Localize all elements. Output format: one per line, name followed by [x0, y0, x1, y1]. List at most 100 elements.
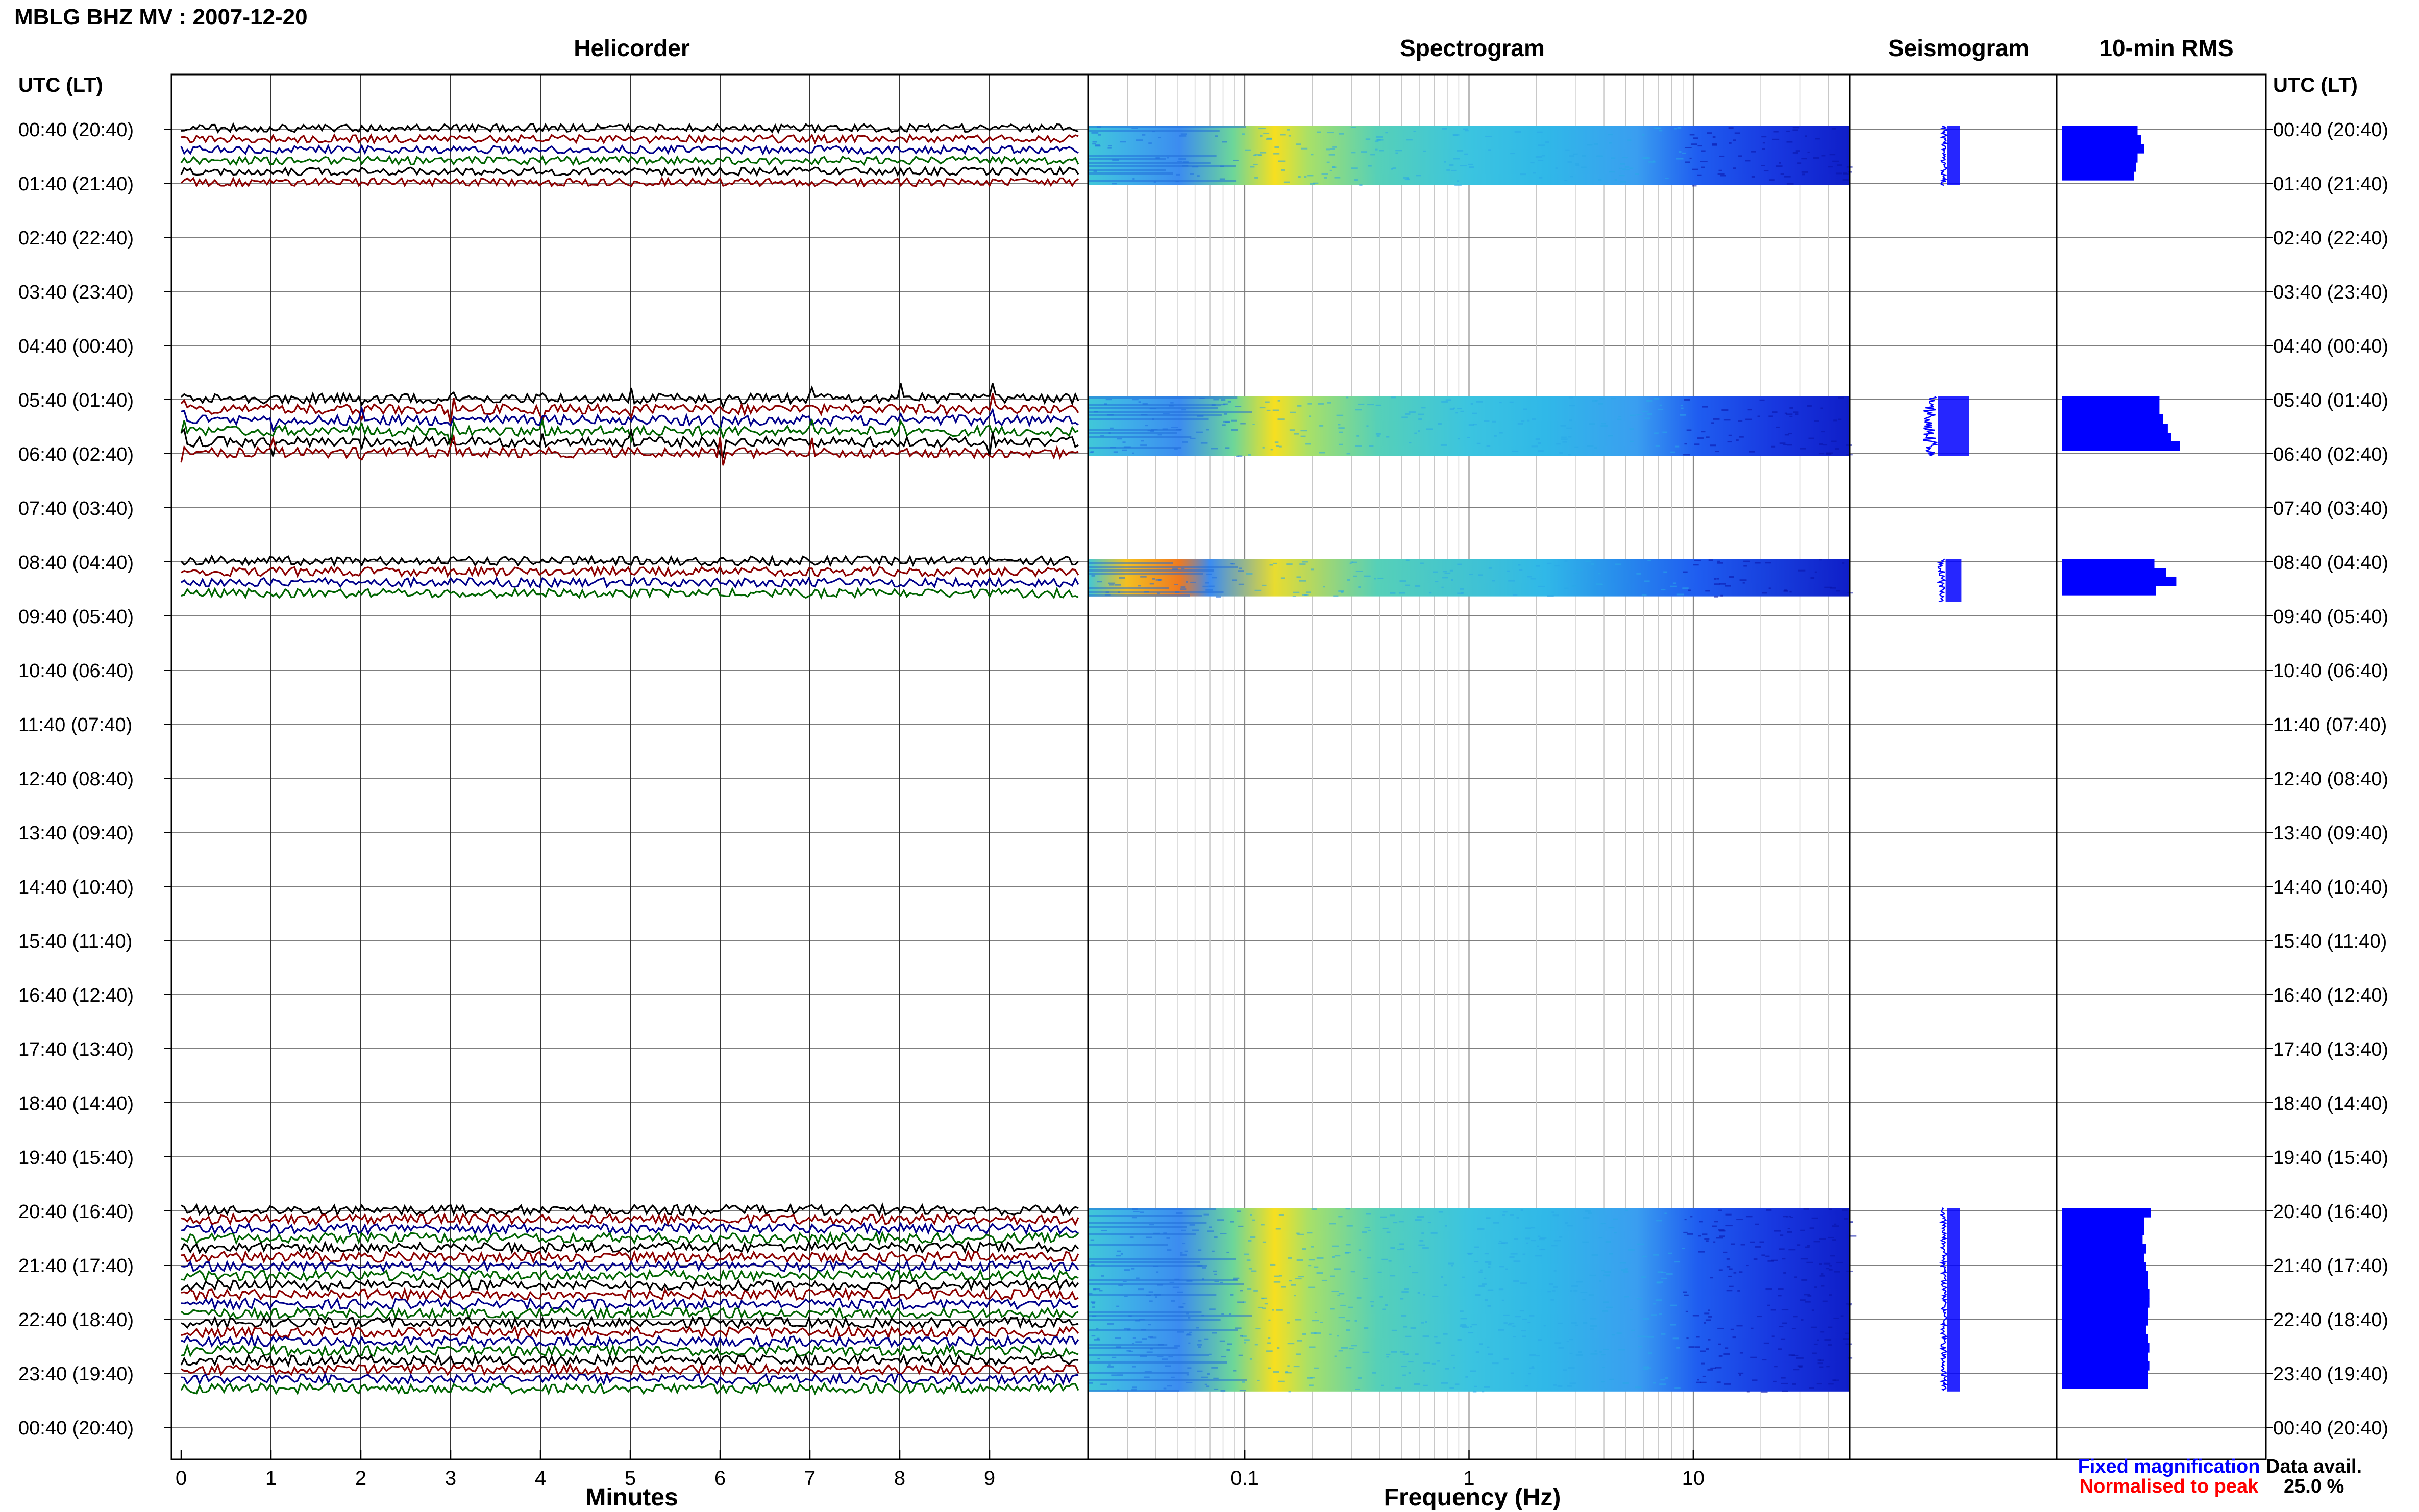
spectrogram-speckle: [1304, 594, 1309, 596]
spectrogram-speckle: [1801, 171, 1808, 173]
spectrogram-speckle: [1279, 1275, 1282, 1277]
spectrogram-speckle: [1783, 1216, 1787, 1218]
spectrogram-speckle: [1565, 1222, 1568, 1224]
spectrogram-speckle: [1442, 577, 1448, 579]
spectrogram-speckle: [1268, 1319, 1271, 1321]
spectrogram-speckle: [1488, 1353, 1493, 1355]
row-label-left: 23:40 (19:40): [18, 1364, 134, 1385]
spectrogram-speckle: [1849, 1221, 1853, 1223]
spectrogram-speckle: [1580, 1292, 1588, 1294]
spectrogram-speckle: [1842, 1209, 1848, 1211]
spectrogram-speckle: [1668, 1252, 1672, 1254]
row-label-left: 07:40 (03:40): [18, 498, 134, 519]
spectrogram-speckle: [1780, 173, 1784, 175]
spectrogram-speckle: [1453, 407, 1455, 409]
spectrogram-speckle: [1708, 1309, 1710, 1311]
spectrogram-speckle: [1660, 589, 1666, 591]
spectrogram-speckle: [1676, 1347, 1680, 1349]
spectrogram-speckle: [1115, 1337, 1121, 1340]
row-label-right: 00:40 (20:40): [2273, 1418, 2388, 1439]
spectrogram-speckle: [1100, 435, 1104, 437]
spectrogram-speckle: [1569, 405, 1575, 407]
spectrogram-speckle: [1347, 579, 1350, 581]
spectrogram-speckle: [1346, 1320, 1351, 1322]
spectrogram-speckle: [1717, 1209, 1722, 1211]
spectrogram-speckle: [1273, 1281, 1281, 1283]
spectrogram-speckle: [1444, 572, 1451, 574]
spectrogram-speckle: [1714, 578, 1717, 580]
spectrogram-speckle: [1274, 146, 1279, 148]
spectrogram-speckle: [1277, 1347, 1280, 1349]
spectrogram-speckle: [1792, 127, 1800, 129]
helicorder-trace: [180, 1381, 1079, 1396]
rms-bar: [2062, 153, 2138, 163]
spectrogram-speckle: [1717, 173, 1725, 175]
spectrogram-speckle: [1638, 1346, 1642, 1348]
spectrogram-speckle: [1202, 1278, 1204, 1280]
spectrogram-speckle: [1513, 1280, 1520, 1282]
spectrogram-speckle: [1363, 1277, 1368, 1279]
spectrogram-speckle: [1618, 416, 1621, 418]
spectrogram-speckle: [1609, 1253, 1613, 1255]
spectrogram-speckle: [1128, 1350, 1133, 1352]
spectrogram-speckle: [1551, 1211, 1554, 1213]
spectrogram-speckle: [1445, 399, 1451, 401]
spectrogram-speckle: [1672, 1337, 1679, 1340]
spectrogram-speckle: [1819, 1275, 1825, 1277]
spectrogram-speckle: [1535, 565, 1540, 567]
spectrogram-band: [1088, 165, 1236, 167]
spectrogram-speckle: [1231, 429, 1238, 431]
spectrogram-block: [1088, 1208, 1850, 1392]
spectrogram-speckle: [1233, 159, 1239, 161]
spectrogram-speckle: [1570, 1290, 1573, 1292]
rms-bar: [2062, 1235, 2143, 1245]
spectrogram-speckle: [1330, 148, 1335, 150]
spectrogram-speckle: [1205, 589, 1213, 591]
spectrogram-speckle: [1659, 130, 1663, 132]
spectrogram-speckle: [1802, 173, 1805, 176]
row-label-left: 13:40 (09:40): [18, 823, 134, 844]
spectrogram-speckle: [1713, 418, 1720, 420]
row-label-left: 03:40 (23:40): [18, 282, 134, 303]
spectrogram-speckle: [1257, 1306, 1263, 1308]
spectrogram-speckle: [1800, 1299, 1806, 1301]
spectrogram-speckle: [1712, 143, 1717, 145]
spectrogram-speckle: [1449, 164, 1454, 166]
spectrogram-speckle: [1476, 401, 1483, 403]
rms-bar: [2062, 170, 2134, 181]
spectrogram-speckle: [1589, 1274, 1596, 1276]
rms-bar: [2062, 1298, 2150, 1308]
spectrogram-speckle: [1221, 1313, 1224, 1315]
spectrogram-speckle: [1719, 583, 1726, 585]
spectrogram-band: [1088, 180, 1237, 182]
spectrogram-speckle: [1604, 1271, 1611, 1273]
spectrogram-speckle: [1309, 415, 1312, 417]
spectrogram-speckle: [1674, 1387, 1681, 1390]
spectrogram-speckle: [1734, 132, 1740, 134]
spectrogram-speckle: [1609, 171, 1615, 173]
spectrogram-speckle: [1354, 179, 1358, 181]
spectrogram-speckle: [1662, 431, 1667, 433]
spectrogram-speckle: [1529, 1367, 1535, 1369]
spectrogram-speckle: [1757, 415, 1760, 417]
rms-bar: [2062, 1316, 2148, 1326]
spectrogram-speckle: [1651, 1314, 1657, 1316]
row-label-right: 09:40 (05:40): [2273, 606, 2388, 628]
spectrogram-speckle: [1189, 1331, 1192, 1333]
spectrogram-speckle: [1401, 416, 1408, 418]
spectrogram-speckle: [1533, 172, 1536, 174]
spectrogram-speckle: [1655, 445, 1660, 447]
spectrogram-speckle: [1502, 1214, 1505, 1216]
spectrogram-speckle: [1393, 1222, 1398, 1224]
spectrogram-speckle: [1171, 1300, 1175, 1302]
spectrogram-speckle: [1177, 1331, 1184, 1333]
spectrogram-speckle: [1571, 1285, 1578, 1287]
spectrogram-speckle: [1346, 396, 1349, 399]
spectrogram-speckle: [1233, 1370, 1237, 1372]
spectrogram-speckle: [1503, 1314, 1510, 1316]
spectrogram-speckle: [1484, 1277, 1487, 1279]
spectrogram-speckle: [1381, 1384, 1384, 1386]
spectrogram-speckle: [1644, 1367, 1651, 1369]
spectrogram-speckle: [1786, 183, 1794, 185]
